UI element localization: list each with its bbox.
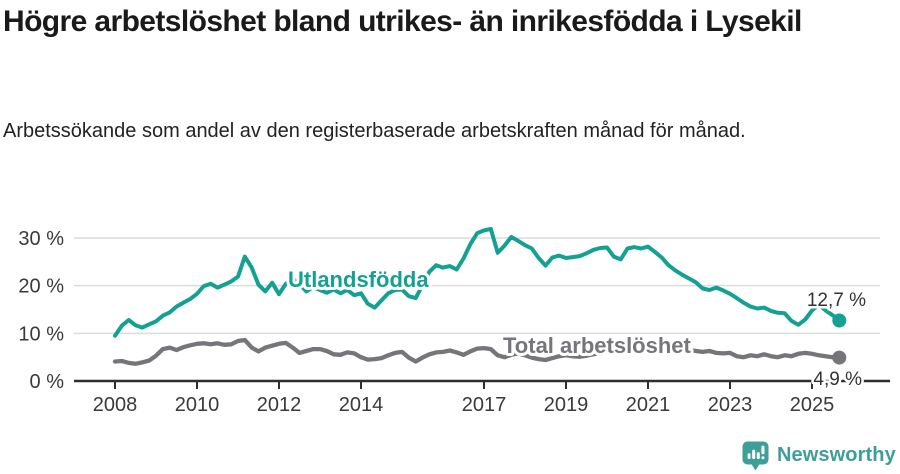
bar-3 bbox=[756, 452, 760, 459]
exclamation-dot bbox=[761, 456, 765, 460]
bar-1 bbox=[747, 453, 751, 459]
y-tick-label-30pct: 30 % bbox=[18, 228, 64, 250]
exclamation-bar bbox=[761, 445, 765, 455]
series-end-dot-total-arbetsloshet bbox=[832, 350, 847, 365]
series-label-total-arbetsloshet: Total arbetslöshet bbox=[503, 333, 692, 358]
bar-2 bbox=[752, 449, 756, 459]
x-tick-label-2017: 2017 bbox=[462, 394, 507, 416]
series-label-utlandsfodda: Utlandsfödda bbox=[288, 267, 429, 292]
series-line-utlandsfodda bbox=[113, 226, 842, 338]
x-tick-label-2019: 2019 bbox=[544, 394, 589, 416]
speech-bubble-shape bbox=[742, 441, 769, 471]
chart-title: Högre arbetslöshet bland utrikes- än inr… bbox=[3, 5, 802, 38]
series-end-value-total-arbetsloshet: 4,9 % bbox=[813, 369, 862, 390]
y-tick-label-10pct: 10 % bbox=[18, 323, 64, 345]
x-tick-label-2012: 2012 bbox=[257, 394, 302, 416]
x-tick-label-2008: 2008 bbox=[93, 394, 138, 416]
x-tick-label-2025: 2025 bbox=[790, 394, 835, 416]
x-tick-label-2023: 2023 bbox=[708, 394, 753, 416]
speech-bubble-bar-chart-icon bbox=[742, 441, 769, 471]
x-tick-label-2010: 2010 bbox=[175, 394, 220, 416]
y-tick-label-20pct: 20 % bbox=[18, 276, 64, 298]
y-tick-label-0pct: 0 % bbox=[30, 371, 65, 393]
series-end-value-utlandsfodda: 12,7 % bbox=[807, 290, 866, 311]
newsworthy-logo: Newsworthy bbox=[741, 440, 896, 471]
series-end-dot-utlandsfodda bbox=[832, 313, 847, 328]
x-tick-label-2021: 2021 bbox=[626, 394, 671, 416]
x-tick-label-2014: 2014 bbox=[339, 394, 384, 416]
newsworthy-brand-name: Newsworthy bbox=[777, 444, 896, 466]
chart-subtitle: Arbetssökande som andel av den registerb… bbox=[3, 120, 746, 142]
series-line-total-arbetsloshet bbox=[112, 337, 842, 366]
